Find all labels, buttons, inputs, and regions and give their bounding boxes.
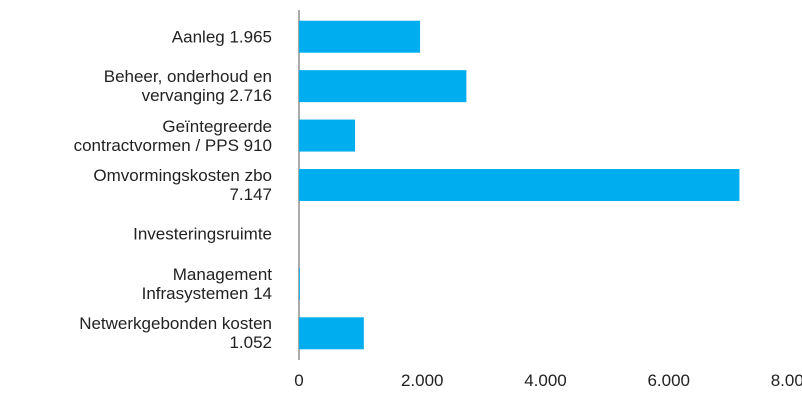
bar xyxy=(299,317,364,350)
bar xyxy=(299,267,300,300)
y-tick-label: Omvormingskosten zbo 7.147 xyxy=(93,166,272,204)
bar xyxy=(299,70,467,103)
y-tick-label: Netwerkgebonden kosten 1.052 xyxy=(79,314,272,353)
x-tick-label: 4.000 xyxy=(524,371,567,390)
x-tick-label: 6.000 xyxy=(647,371,690,390)
y-tick-label: Management Infrasystemen 14 xyxy=(141,264,272,303)
x-tick-label: 0 xyxy=(294,371,303,390)
y-tick-label: Investeringsruimte xyxy=(133,224,272,244)
y-tick-label: Geïntegreerde contractvormen / PPS 910 xyxy=(73,116,272,155)
bar xyxy=(299,169,740,201)
bar xyxy=(299,119,356,152)
y-tick-label: Beheer, onderhoud en vervanging 2.716 xyxy=(103,67,272,106)
bar xyxy=(299,20,421,53)
x-tick-label: 2.000 xyxy=(401,371,444,390)
y-tick-label: Aanleg 1.965 xyxy=(171,27,272,47)
x-tick-label: 8.000 xyxy=(771,371,802,390)
